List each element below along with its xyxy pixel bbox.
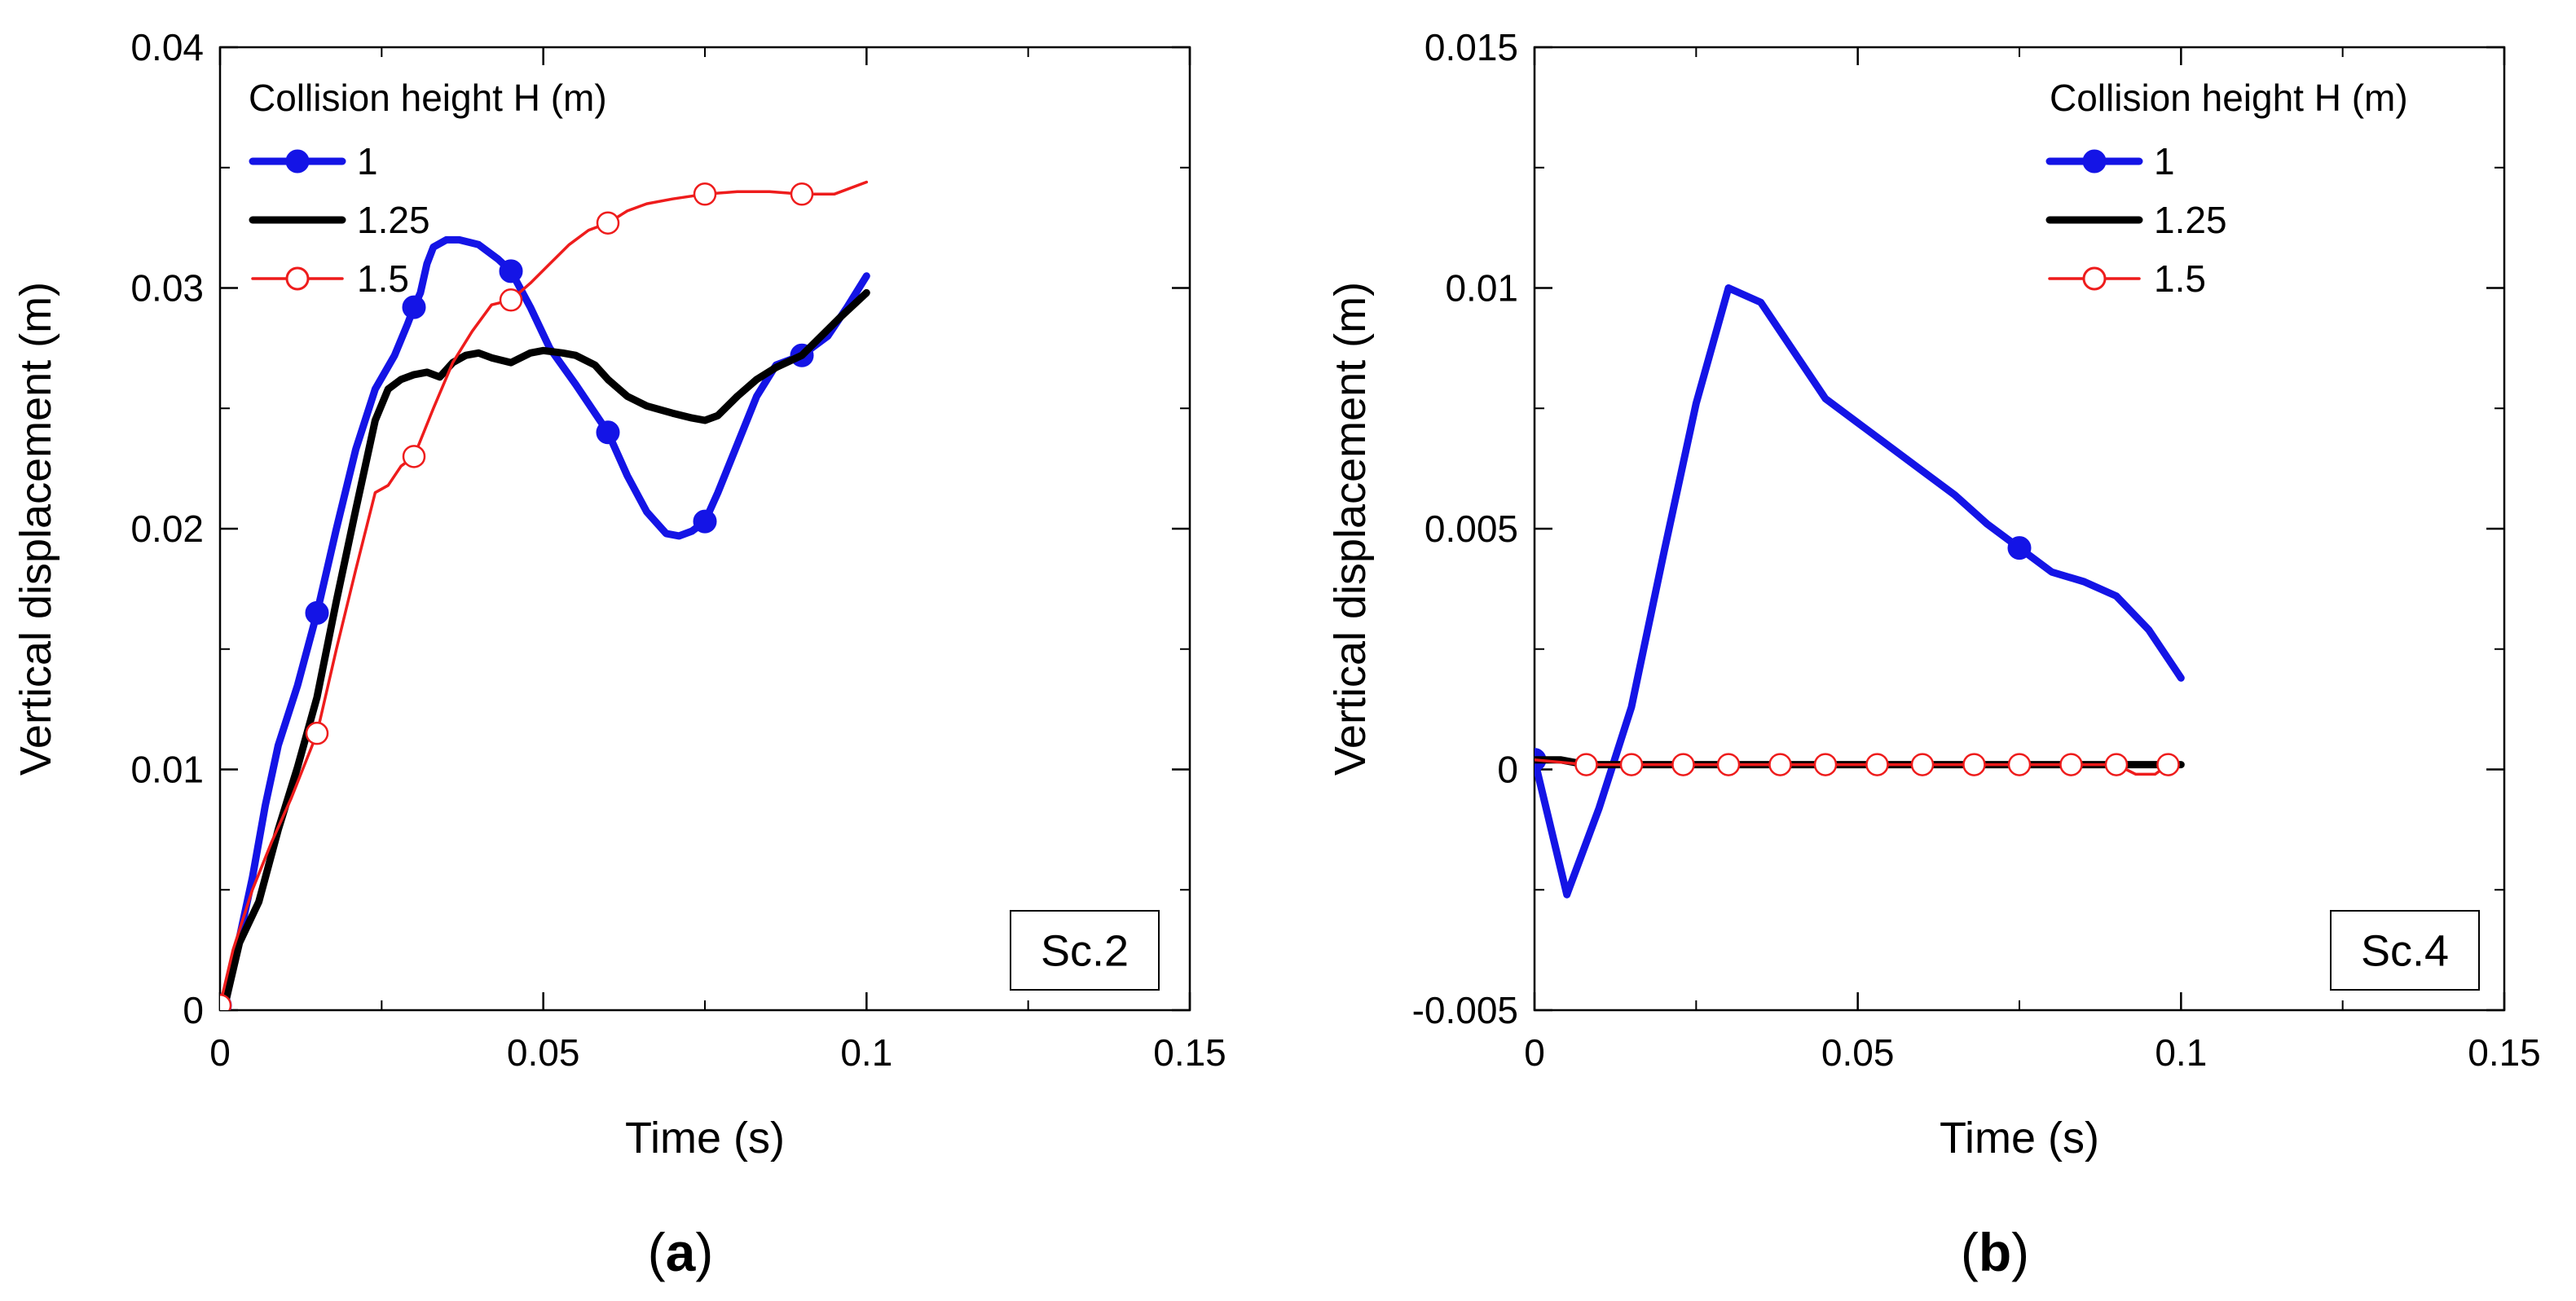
series-line-h-1 bbox=[1535, 284, 2185, 899]
y-tick-label: 0.02 bbox=[130, 508, 204, 550]
data-point-h-1.5 bbox=[596, 211, 620, 235]
caption-letter: b bbox=[1979, 1222, 2011, 1282]
plot-area bbox=[220, 180, 870, 1010]
data-point-h-1 bbox=[402, 295, 426, 319]
data-point-h-1.5 bbox=[2156, 753, 2180, 776]
scenario-label: Sc.2 bbox=[1041, 927, 1129, 976]
data-point-h-1 bbox=[499, 259, 523, 283]
data-point-h-1.5 bbox=[1671, 753, 1695, 776]
data-point-h-1.5 bbox=[499, 288, 523, 312]
data-point-h-1 bbox=[693, 509, 717, 534]
plot-area bbox=[1535, 284, 2185, 899]
data-point-h-1.5 bbox=[1716, 753, 1741, 776]
x-axis-label: Time (s) bbox=[625, 1114, 785, 1163]
data-point-h-1.5 bbox=[1619, 753, 1644, 776]
series-line-h-1.5 bbox=[220, 180, 869, 1007]
legend-marker-h-1.5 bbox=[2082, 266, 2107, 291]
data-point-h-1 bbox=[2007, 536, 2032, 560]
data-point-h-1.5 bbox=[1962, 753, 1986, 776]
y-tick-label: 0.03 bbox=[130, 267, 204, 310]
legend-label-h-1.5: 1.5 bbox=[2154, 257, 2206, 300]
data-point-h-1.5 bbox=[2059, 753, 2083, 776]
data-point-h-1.5 bbox=[1813, 753, 1838, 776]
data-point-h-1 bbox=[305, 600, 329, 625]
x-tick-label: 0.15 bbox=[1153, 1031, 1226, 1074]
scenario-box bbox=[2330, 910, 2480, 991]
data-point-h-1.5 bbox=[2104, 753, 2129, 776]
data-point-h-1 bbox=[596, 420, 620, 445]
legend-title: Collision height H (m) bbox=[249, 77, 607, 119]
x-tick-label: 0.15 bbox=[2468, 1031, 2541, 1074]
data-point-h-1.5 bbox=[693, 182, 717, 206]
legend-marker-h-1 bbox=[2082, 149, 2107, 174]
data-point-h-1.5 bbox=[1865, 753, 1889, 776]
y-tick-label: 0.04 bbox=[130, 26, 204, 68]
panel-caption: (a) bbox=[648, 1222, 714, 1282]
x-tick-label: 0.1 bbox=[2155, 1031, 2207, 1074]
x-tick-label: 0 bbox=[1524, 1031, 1545, 1074]
x-tick-label: 0.05 bbox=[507, 1031, 580, 1074]
y-axis-label: Vertical displacement (m) bbox=[1326, 282, 1375, 776]
x-tick-label: 0.05 bbox=[1821, 1031, 1895, 1074]
legend-title: Collision height H (m) bbox=[2050, 77, 2408, 119]
caption-letter: a bbox=[666, 1222, 697, 1282]
y-tick-label: 0.01 bbox=[130, 749, 204, 791]
legend-label-h-1.5: 1.5 bbox=[357, 257, 409, 300]
chart-panel-a: 0 0.05 0.1 0.15 0 0.01 0.02 0.03 0.04 Time (s) Ver… bbox=[11, 26, 1226, 1282]
data-point-h-1.5 bbox=[790, 182, 814, 206]
series-line-h-1.25 bbox=[220, 288, 870, 1009]
y-tick-label: 0 bbox=[183, 989, 204, 1031]
data-point-h-1.5 bbox=[1574, 753, 1598, 776]
y-tick-label: 0.015 bbox=[1425, 26, 1518, 68]
caption-close-paren: ) bbox=[695, 1222, 713, 1282]
legend-label-h-1.25: 1.25 bbox=[357, 199, 430, 241]
x-axis-label: Time (s) bbox=[1940, 1114, 2099, 1163]
x-tick-label: 0.1 bbox=[840, 1031, 892, 1074]
data-point-h-1.5 bbox=[2007, 753, 2032, 776]
data-point-h-1.5 bbox=[1768, 753, 1792, 776]
y-tick-label: 0 bbox=[1497, 749, 1518, 791]
panel-caption: (b) bbox=[1961, 1222, 2029, 1282]
scenario-box bbox=[1010, 910, 1160, 991]
data-point-h-1.5 bbox=[220, 993, 232, 1010]
caption-open-paren: ( bbox=[1961, 1222, 1979, 1282]
legend-marker-h-1.5 bbox=[285, 266, 310, 291]
x-tick-label: 0 bbox=[209, 1031, 231, 1074]
y-tick-label: 0.005 bbox=[1425, 508, 1518, 550]
data-point-h-1.5 bbox=[1910, 753, 1935, 776]
series-line-h-1 bbox=[220, 235, 870, 1009]
caption-close-paren: ) bbox=[2011, 1222, 2029, 1282]
legend-marker-h-1 bbox=[285, 149, 310, 174]
data-point-h-1.5 bbox=[402, 445, 426, 468]
scenario-label: Sc.4 bbox=[2361, 927, 2449, 976]
caption-open-paren: ( bbox=[648, 1222, 666, 1282]
data-point-h-1.5 bbox=[305, 721, 329, 745]
y-axis-label: Vertical displacement (m) bbox=[11, 282, 60, 776]
legend-label-h-1: 1 bbox=[2154, 140, 2175, 182]
legend-label-h-1.25: 1.25 bbox=[2154, 199, 2227, 241]
plot-frame bbox=[1533, 46, 2506, 1012]
legend-label-h-1: 1 bbox=[357, 140, 378, 182]
y-tick-label: 0.01 bbox=[1445, 267, 1518, 310]
y-tick-label: -0.005 bbox=[1412, 989, 1518, 1031]
